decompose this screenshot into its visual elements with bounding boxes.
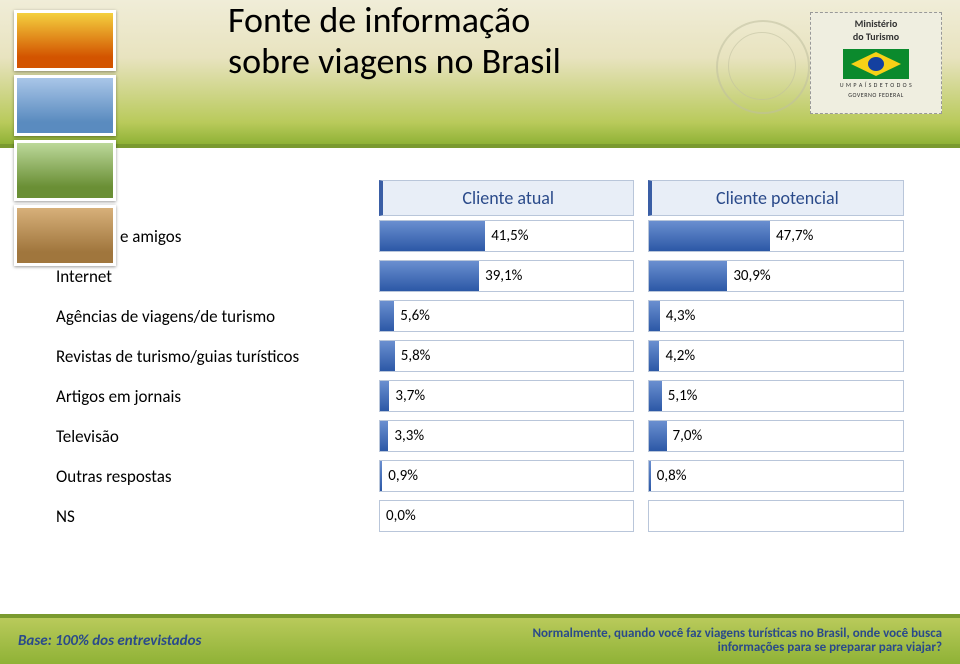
- bar-cell: 5,1%: [648, 376, 904, 416]
- col-head-potencial: Cliente potencial: [648, 180, 904, 216]
- thumb-2: [14, 75, 116, 136]
- bar-cell: 5,6%: [379, 296, 634, 336]
- slide-footer: Base: 100% dos entrevistados Normalmente…: [0, 614, 960, 664]
- thumb-4: [14, 205, 116, 266]
- category-label: Agências de viagens/de turismo: [56, 296, 366, 336]
- bar-cell: 0,8%: [648, 456, 904, 496]
- bar-value-label: 0,0%: [386, 507, 416, 525]
- bar-cell: 0,0%: [379, 496, 634, 536]
- bar-cell: 5,8%: [379, 336, 634, 376]
- bar: 5,8%: [380, 341, 395, 371]
- bar-value-label: 5,6%: [400, 307, 430, 325]
- question-text: Normalmente, quando você faz viagens tur…: [532, 627, 942, 656]
- category-label: Revistas de turismo/guias turísticos: [56, 336, 366, 376]
- bar-cell: 3,7%: [379, 376, 634, 416]
- bar-wrap: 7,0%: [648, 420, 904, 452]
- bar-cell: 4,2%: [648, 336, 904, 376]
- bar: 3,7%: [380, 381, 389, 411]
- bar-wrap: 5,8%: [379, 340, 634, 372]
- bar: 5,1%: [649, 381, 662, 411]
- photo-strip: [14, 10, 214, 128]
- category-label: NS: [56, 496, 366, 536]
- bar: 3,3%: [380, 421, 388, 451]
- gov-line1: U M P A Í S D E T O D O S: [811, 81, 941, 89]
- bar-wrap: 30,9%: [648, 260, 904, 292]
- bar-wrap-empty: [648, 500, 904, 532]
- bar: 4,2%: [649, 341, 660, 371]
- category-label: Artigos em jornais: [56, 376, 366, 416]
- base-text: Base: 100% dos entrevistados: [18, 632, 201, 650]
- page-title: Fonte de informação sobre viagens no Bra…: [228, 0, 561, 83]
- bar: 39,1%: [380, 261, 479, 291]
- bar-value-label: 39,1%: [485, 267, 522, 285]
- bar-value-label: 5,1%: [668, 387, 698, 405]
- bar-value-label: 5,8%: [401, 347, 431, 365]
- bar-cell: 7,0%: [648, 416, 904, 456]
- gov-line2: GOVERNO FEDERAL: [811, 91, 941, 99]
- col-head-atual: Cliente atual: [379, 180, 634, 216]
- bar: 0,8%: [649, 461, 651, 491]
- bar: 0,9%: [380, 461, 382, 491]
- bar-value-label: 41,5%: [491, 227, 528, 245]
- bar-value-label: 30,9%: [733, 267, 770, 285]
- bar-cell: 39,1%: [379, 256, 634, 296]
- bar-value-label: 7,0%: [673, 427, 703, 445]
- chart-area: Cliente atual Cliente potencial Parentes…: [0, 148, 960, 536]
- bar-wrap: 0,0%: [379, 500, 634, 532]
- bar: 41,5%: [380, 221, 485, 251]
- bar-value-label: 3,3%: [394, 427, 424, 445]
- bar-value-label: 0,9%: [388, 467, 418, 485]
- bar-wrap: 4,2%: [648, 340, 904, 372]
- bar-value-label: 3,7%: [395, 387, 425, 405]
- thumb-1: [14, 10, 116, 71]
- bar-cell: 41,5%: [379, 216, 634, 256]
- bar-wrap: 0,9%: [379, 460, 634, 492]
- bar: 7,0%: [649, 421, 667, 451]
- bar: 5,6%: [380, 301, 394, 331]
- bar-wrap: 39,1%: [379, 260, 634, 292]
- bar-wrap: 4,3%: [648, 300, 904, 332]
- thumb-3: [14, 140, 116, 201]
- category-label: Outras respostas: [56, 456, 366, 496]
- bar-wrap: 41,5%: [379, 220, 634, 252]
- bar-cell: 4,3%: [648, 296, 904, 336]
- bar-wrap: 0,8%: [648, 460, 904, 492]
- bar-value-label: 47,7%: [776, 227, 813, 245]
- bar: 47,7%: [649, 221, 770, 251]
- brazil-flag-icon: [843, 49, 909, 79]
- bar-cell: 3,3%: [379, 416, 634, 456]
- bar-wrap: 3,3%: [379, 420, 634, 452]
- bar-value-label: 4,2%: [665, 347, 695, 365]
- category-label: Televisão: [56, 416, 366, 456]
- bar-cell: 30,9%: [648, 256, 904, 296]
- ministry-label: Ministério do Turismo: [811, 13, 941, 43]
- bar-wrap: 3,7%: [379, 380, 634, 412]
- bar-value-label: 0,8%: [657, 467, 687, 485]
- bar-value-label: 4,3%: [666, 307, 696, 325]
- bar-cell: [648, 496, 904, 536]
- bar-wrap: 5,1%: [648, 380, 904, 412]
- bar-chart-table: Cliente atual Cliente potencial Parentes…: [56, 180, 904, 536]
- postmark-icon: [716, 20, 810, 114]
- ministry-stamp: Ministério do Turismo U M P A Í S D E T …: [810, 12, 942, 114]
- bar-wrap: 5,6%: [379, 300, 634, 332]
- bar-wrap: 47,7%: [648, 220, 904, 252]
- bar: 30,9%: [649, 261, 728, 291]
- slide-header: Fonte de informação sobre viagens no Bra…: [0, 0, 960, 148]
- bar: 4,3%: [649, 301, 660, 331]
- bar-cell: 47,7%: [648, 216, 904, 256]
- bar-cell: 0,9%: [379, 456, 634, 496]
